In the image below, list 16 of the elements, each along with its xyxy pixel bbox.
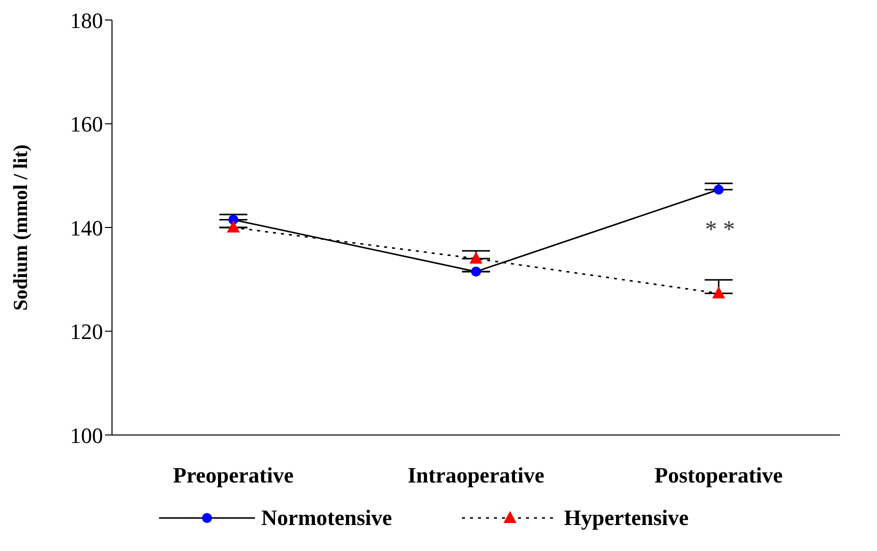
x-tick-label: Intraoperative — [408, 462, 545, 488]
y-tick-label: 180 — [70, 8, 103, 33]
x-tick-label: Postoperative — [654, 462, 784, 488]
annotation: * * — [705, 217, 735, 243]
y-tick-label: 160 — [70, 112, 103, 137]
y-axis-title: Sodium (mmol / lit) — [10, 144, 32, 311]
point — [712, 286, 726, 298]
y-tick-label: 140 — [70, 215, 103, 240]
legend-label: Normotensive — [261, 505, 392, 531]
legend-label: Hypertensive — [564, 505, 689, 531]
point — [226, 220, 240, 232]
x-tick-label: Preoperative — [173, 462, 294, 488]
point — [471, 266, 481, 277]
y-tick-label: 100 — [70, 422, 103, 448]
point — [470, 252, 482, 264]
y-tick-label: 120 — [70, 319, 103, 344]
